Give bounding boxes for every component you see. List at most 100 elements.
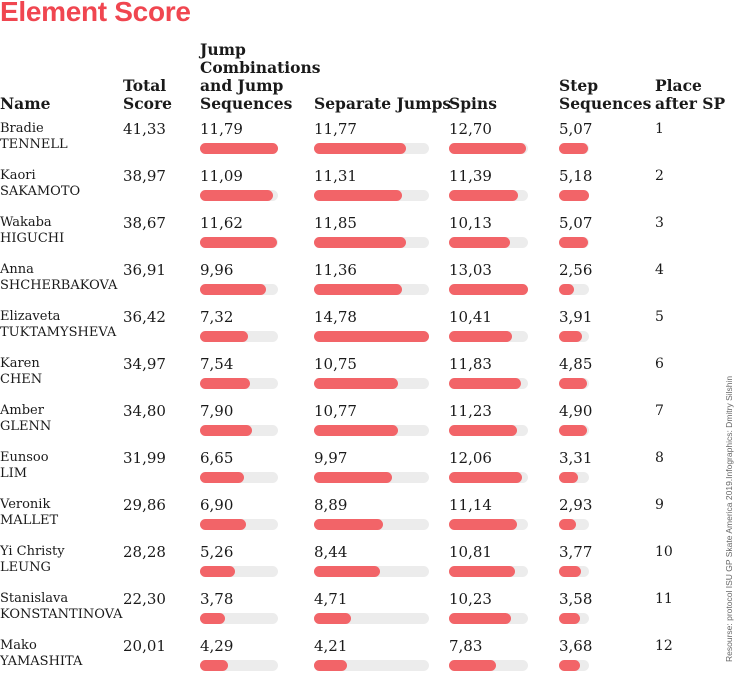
step-sequences-bar-track <box>559 284 589 295</box>
jump-combinations-bar <box>200 378 250 389</box>
spins-value: 12,06 <box>449 449 492 467</box>
spins-bar-track <box>449 425 528 436</box>
step-sequences-cell: 3,91 <box>559 308 592 342</box>
separate-jumps-bar-track <box>314 613 429 624</box>
separate-jumps-cell: 14,78 <box>314 308 429 342</box>
separate-jumps-bar <box>314 566 380 577</box>
table-row: Bradie TENNELL 41,33 11,79 11,77 12,70 5,07 1 <box>0 120 720 167</box>
header-spins: Spins <box>449 94 497 113</box>
separate-jumps-value: 11,36 <box>314 261 357 279</box>
separate-jumps-cell: 8,89 <box>314 496 429 530</box>
spins-value: 10,41 <box>449 308 492 326</box>
spins-cell: 11,14 <box>449 496 528 530</box>
place-after-sp: 4 <box>655 262 664 278</box>
separate-jumps-value: 11,85 <box>314 214 357 232</box>
header-separate-jumps: Separate Jumps <box>314 94 452 113</box>
jump-combinations-cell: 7,32 <box>200 308 278 342</box>
separate-jumps-cell: 9,97 <box>314 449 429 483</box>
place-after-sp: 6 <box>655 356 664 372</box>
source-note: Resourse: protocol ISU GP Skate America … <box>724 362 734 662</box>
step-sequences-bar <box>559 519 576 530</box>
total-score: 41,33 <box>123 120 166 138</box>
spins-value: 12,70 <box>449 120 492 138</box>
place-after-sp: 2 <box>655 168 664 184</box>
separate-jumps-cell: 4,71 <box>314 590 429 624</box>
total-score: 36,42 <box>123 308 166 326</box>
total-score: 31,99 <box>123 449 166 467</box>
step-sequences-bar-track <box>559 519 589 530</box>
separate-jumps-bar <box>314 143 406 154</box>
total-score: 20,01 <box>123 637 166 655</box>
header-name: Name <box>0 94 51 113</box>
step-sequences-bar <box>559 566 581 577</box>
step-sequences-cell: 2,56 <box>559 261 592 295</box>
step-sequences-value: 2,93 <box>559 496 593 514</box>
separate-jumps-value: 8,89 <box>314 496 348 514</box>
spins-bar-track <box>449 660 528 671</box>
spins-value: 11,23 <box>449 402 492 420</box>
jump-combinations-cell: 7,54 <box>200 355 278 389</box>
spins-bar <box>449 331 512 342</box>
skater-name: Stanislava KONSTANTINOVA <box>0 591 123 622</box>
table-row: Kaori SAKAMOTO 38,97 11,09 11,31 11,39 5,18 2 <box>0 167 720 214</box>
spins-cell: 13,03 <box>449 261 528 295</box>
spins-bar-track <box>449 378 528 389</box>
jump-combinations-bar-track <box>200 566 278 577</box>
skater-name: Elizaveta TUKTAMYSHEVA <box>0 309 117 340</box>
skater-name: Kaori SAKAMOTO <box>0 168 81 199</box>
jump-combinations-cell: 6,65 <box>200 449 278 483</box>
jump-combinations-bar-track <box>200 519 278 530</box>
skater-name: Yi Christy LEUNG <box>0 544 65 575</box>
step-sequences-value: 3,68 <box>559 637 593 655</box>
place-after-sp: 12 <box>655 638 673 654</box>
jump-combinations-bar <box>200 331 248 342</box>
jump-combinations-cell: 9,96 <box>200 261 278 295</box>
separate-jumps-value: 10,75 <box>314 355 357 373</box>
jump-combinations-bar-track <box>200 472 278 483</box>
step-sequences-bar-track <box>559 237 589 248</box>
jump-combinations-bar-track <box>200 378 278 389</box>
separate-jumps-value: 4,21 <box>314 637 348 655</box>
separate-jumps-bar-track <box>314 143 429 154</box>
step-sequences-cell: 2,93 <box>559 496 593 530</box>
jump-combinations-value: 11,62 <box>200 214 243 232</box>
spins-cell: 11,23 <box>449 402 528 436</box>
spins-bar-track <box>449 566 528 577</box>
place-after-sp: 1 <box>655 121 664 137</box>
table-row: Veronik MALLET 29,86 6,90 8,89 11,14 2,93 9 <box>0 496 720 543</box>
separate-jumps-value: 8,44 <box>314 543 348 561</box>
jump-combinations-value: 7,32 <box>200 308 234 326</box>
separate-jumps-cell: 4,21 <box>314 637 429 671</box>
separate-jumps-bar-track <box>314 190 429 201</box>
separate-jumps-bar <box>314 378 398 389</box>
jump-combinations-bar <box>200 143 278 154</box>
place-after-sp: 3 <box>655 215 664 231</box>
total-score: 36,91 <box>123 261 166 279</box>
spins-bar-track <box>449 190 528 201</box>
step-sequences-bar-track <box>559 378 589 389</box>
total-score: 34,97 <box>123 355 166 373</box>
step-sequences-cell: 3,58 <box>559 590 592 624</box>
step-sequences-bar-track <box>559 331 589 342</box>
step-sequences-bar-track <box>559 190 589 201</box>
spins-cell: 10,41 <box>449 308 528 342</box>
header-step-sequences: Step Sequences <box>559 76 652 113</box>
separate-jumps-cell: 10,75 <box>314 355 429 389</box>
step-sequences-cell: 3,77 <box>559 543 592 577</box>
jump-combinations-bar-track <box>200 613 278 624</box>
jump-combinations-cell: 11,62 <box>200 214 278 248</box>
step-sequences-value: 4,90 <box>559 402 593 420</box>
table-row: Mako YAMASHITA 20,01 4,29 4,21 7,83 3,68 12 <box>0 637 720 684</box>
separate-jumps-value: 4,71 <box>314 590 348 608</box>
spins-bar-track <box>449 613 528 624</box>
place-after-sp: 9 <box>655 497 664 513</box>
spins-bar <box>449 284 528 295</box>
spins-value: 7,83 <box>449 637 483 655</box>
separate-jumps-value: 10,77 <box>314 402 357 420</box>
skater-name: Veronik MALLET <box>0 497 59 528</box>
step-sequences-bar-track <box>559 660 589 671</box>
spins-cell: 10,23 <box>449 590 528 624</box>
separate-jumps-value: 11,77 <box>314 120 357 138</box>
spins-cell: 11,39 <box>449 167 528 201</box>
separate-jumps-bar-track <box>314 519 429 530</box>
